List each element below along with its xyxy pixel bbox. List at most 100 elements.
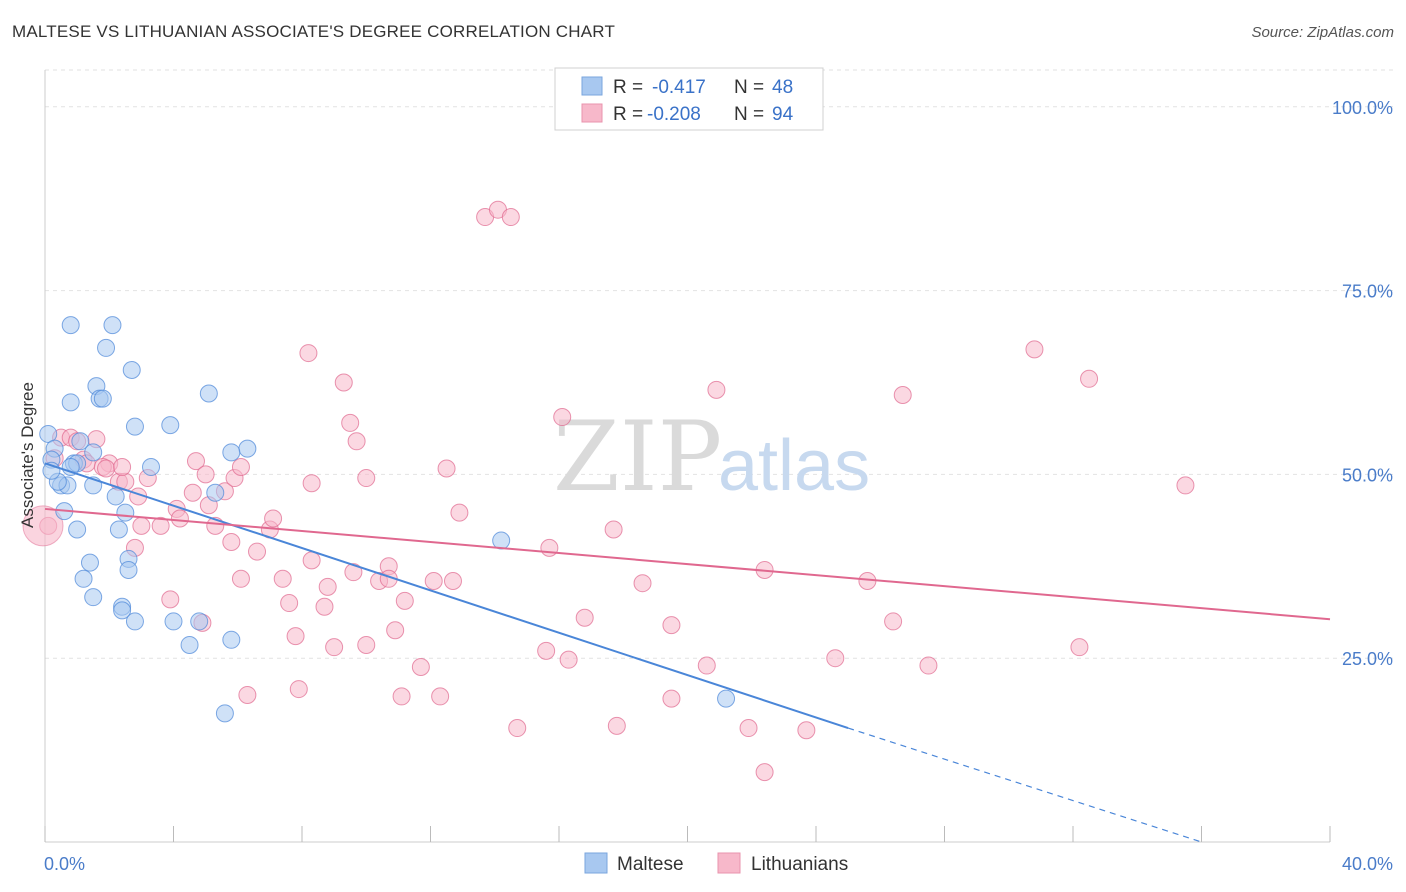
maltese-point	[68, 520, 87, 539]
lithuanians-point	[739, 719, 758, 738]
lithuanians-point	[113, 458, 132, 477]
lithuanians-point	[1080, 369, 1099, 388]
lithuanians-point	[633, 574, 652, 593]
lithuanians-point	[797, 721, 816, 740]
lithuanians-point	[919, 656, 938, 675]
maltese-point	[125, 612, 144, 631]
lithuanians-point	[450, 503, 469, 522]
lithuanians-point	[97, 459, 116, 478]
lithuanians-point	[443, 571, 462, 590]
lithuanians-point	[662, 616, 681, 635]
bottom-legend-label-maltese: Maltese	[617, 854, 684, 875]
lithuanians-point	[501, 208, 520, 227]
maltese-point	[106, 487, 125, 506]
maltese-point	[164, 612, 183, 631]
x-axis-ticks	[44, 826, 1331, 842]
x-tick-label-max: 40.0%	[1342, 854, 1393, 874]
maltese-point	[215, 704, 234, 723]
maltese-point	[116, 503, 135, 522]
maltese-point	[238, 439, 257, 458]
lithuanians-trend-line	[44, 507, 1331, 621]
x-tick-label-min: 0.0%	[44, 854, 85, 874]
lithuanians-point	[1176, 476, 1195, 495]
maltese-point	[190, 612, 209, 631]
lithuanians-point	[411, 658, 430, 677]
lithuanians-point	[559, 650, 578, 669]
lithuanians-point	[392, 687, 411, 706]
y-tick-label: 100.0%	[1332, 98, 1393, 118]
maltese-point	[161, 416, 180, 435]
lithuanians-point	[537, 641, 556, 660]
lithuanians-point	[273, 569, 292, 588]
legend-swatch-lithuanians	[581, 103, 603, 123]
lithuanians-point	[22, 505, 64, 547]
maltese-point	[93, 389, 112, 408]
lithuanians-point	[826, 649, 845, 668]
maltese-point	[80, 553, 99, 572]
lithuanians-point	[424, 571, 443, 590]
bottom-legend-label-lithuanians: Lithuanians	[751, 854, 848, 875]
maltese-point	[180, 635, 199, 654]
lithuanians-point	[575, 608, 594, 627]
lithuanians-point	[344, 563, 363, 582]
lithuanians-points	[22, 200, 1195, 782]
maltese-point	[113, 601, 132, 620]
maltese-point	[717, 689, 736, 708]
maltese-point	[109, 520, 128, 539]
lithuanians-point	[161, 590, 180, 609]
lithuanians-point	[315, 597, 334, 616]
lithuanians-point	[604, 520, 623, 539]
lithuanians-point	[289, 680, 308, 699]
watermark-zip: ZIP	[553, 401, 722, 513]
maltese-point	[84, 443, 103, 462]
legend-n-value-maltese: 48	[772, 77, 793, 98]
lithuanians-point	[508, 719, 527, 738]
lithuanians-point	[607, 716, 626, 735]
lithuanians-point	[286, 627, 305, 646]
lithuanians-point	[325, 638, 344, 657]
legend-n-label-lithuanians: N =	[734, 104, 764, 125]
lithuanians-point	[132, 516, 151, 535]
y-axis-label: Associate's Degree	[18, 382, 37, 528]
lithuanians-point	[299, 344, 318, 363]
maltese-trend-line	[44, 462, 849, 729]
maltese-point	[61, 393, 80, 412]
lithuanians-point	[280, 594, 299, 613]
lithuanians-point	[697, 656, 716, 675]
lithuanians-point	[1070, 638, 1089, 657]
bottom-legend-swatch-lithuanians	[717, 852, 741, 874]
maltese-point	[119, 560, 138, 579]
lithuanians-point	[553, 408, 572, 427]
lithuanians-point	[341, 413, 360, 432]
lithuanians-point	[264, 509, 283, 528]
lithuanians-point	[186, 452, 205, 471]
legend-r-label-maltese: R =	[613, 77, 643, 98]
maltese-point	[199, 384, 218, 403]
maltese-point	[97, 338, 116, 357]
grid-lines	[45, 69, 1395, 659]
lithuanians-point	[884, 612, 903, 631]
y-tick-label: 75.0%	[1342, 282, 1393, 302]
lithuanians-point	[357, 469, 376, 488]
lithuanians-point	[231, 569, 250, 588]
lithuanians-point	[707, 380, 726, 399]
maltese-trend-extension	[847, 727, 1202, 843]
maltese-point	[122, 360, 141, 379]
lithuanians-point	[248, 542, 267, 561]
legend-swatch-maltese	[581, 76, 603, 96]
source-label: Source: ZipAtlas.com	[1251, 24, 1394, 41]
maltese-point	[84, 588, 103, 607]
lithuanians-point	[386, 621, 405, 640]
lithuanians-point	[755, 763, 774, 782]
maltese-point	[206, 483, 225, 502]
legend-top: R = -0.417 N = 48 R = -0.208 N = 94	[554, 67, 824, 131]
legend-bottom: Maltese Lithuanians	[584, 852, 848, 875]
maltese-point	[222, 630, 241, 649]
lithuanians-point	[222, 533, 241, 552]
legend-r-value-maltese: -0.417	[652, 77, 706, 98]
lithuanians-point	[318, 577, 337, 596]
legend-r-value-lithuanians: -0.208	[647, 104, 701, 125]
maltese-point	[61, 316, 80, 335]
lithuanians-point	[334, 373, 353, 392]
lithuanians-point	[231, 458, 250, 477]
